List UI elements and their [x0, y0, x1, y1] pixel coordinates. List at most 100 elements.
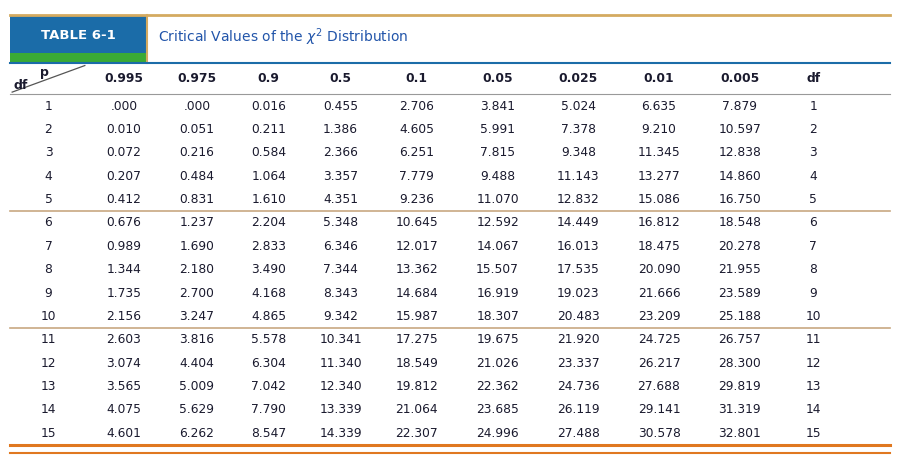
Text: p: p: [40, 66, 49, 79]
Text: 7.344: 7.344: [323, 263, 358, 276]
Text: 9: 9: [809, 287, 817, 300]
Text: 0.989: 0.989: [106, 240, 141, 253]
Text: 21.955: 21.955: [718, 263, 761, 276]
Text: 1.344: 1.344: [106, 263, 141, 276]
Text: 4.865: 4.865: [251, 310, 286, 323]
Text: df: df: [806, 72, 821, 85]
Text: 29.819: 29.819: [718, 380, 761, 393]
Text: 1: 1: [45, 100, 52, 112]
Text: 1.064: 1.064: [251, 170, 286, 183]
Text: 0.584: 0.584: [251, 146, 286, 160]
Text: 3: 3: [809, 146, 817, 160]
Text: 19.023: 19.023: [557, 287, 599, 300]
Text: 0.025: 0.025: [559, 72, 598, 85]
Text: 12: 12: [40, 357, 56, 370]
Text: 0.412: 0.412: [106, 193, 141, 206]
Text: 0.051: 0.051: [179, 123, 214, 136]
Text: 15.507: 15.507: [476, 263, 519, 276]
Text: 17.275: 17.275: [395, 333, 438, 346]
Text: 28.300: 28.300: [718, 357, 761, 370]
Text: 2.156: 2.156: [106, 310, 141, 323]
Text: 9.488: 9.488: [480, 170, 515, 183]
Text: 16.750: 16.750: [718, 193, 761, 206]
Text: 0.211: 0.211: [251, 123, 286, 136]
Text: 3.841: 3.841: [480, 100, 515, 112]
Text: 7: 7: [809, 240, 817, 253]
Text: 18.307: 18.307: [476, 310, 519, 323]
Text: 8: 8: [45, 263, 52, 276]
Text: 2.700: 2.700: [179, 287, 214, 300]
Text: 15.086: 15.086: [637, 193, 680, 206]
Text: 2.603: 2.603: [106, 333, 141, 346]
Text: 6: 6: [45, 216, 52, 230]
Text: 27.688: 27.688: [637, 380, 680, 393]
Text: 8: 8: [809, 263, 817, 276]
Text: 1.610: 1.610: [251, 193, 286, 206]
Text: 24.996: 24.996: [476, 427, 519, 440]
Text: 0.072: 0.072: [106, 146, 141, 160]
Text: 14: 14: [40, 403, 56, 416]
Text: 13.362: 13.362: [395, 263, 438, 276]
Text: 5.009: 5.009: [179, 380, 214, 393]
Text: 4.404: 4.404: [179, 357, 214, 370]
Text: 4.351: 4.351: [323, 193, 358, 206]
Text: 6.251: 6.251: [400, 146, 435, 160]
Text: 0.010: 0.010: [106, 123, 141, 136]
Text: 1.386: 1.386: [323, 123, 358, 136]
Text: 5.991: 5.991: [480, 123, 515, 136]
Text: 10.341: 10.341: [320, 333, 362, 346]
Text: 11.070: 11.070: [476, 193, 519, 206]
Text: 20.278: 20.278: [718, 240, 761, 253]
Text: 2.180: 2.180: [179, 263, 214, 276]
Text: 0.5: 0.5: [329, 72, 352, 85]
Text: 13.277: 13.277: [638, 170, 680, 183]
Text: .000: .000: [184, 100, 211, 112]
Text: 0.995: 0.995: [104, 72, 143, 85]
Text: 2.204: 2.204: [251, 216, 286, 230]
Text: 23.209: 23.209: [638, 310, 680, 323]
Text: 0.05: 0.05: [482, 72, 513, 85]
Text: Critical Values of the $\chi^2$ Distribution: Critical Values of the $\chi^2$ Distribu…: [158, 26, 408, 47]
Text: 14.860: 14.860: [718, 170, 761, 183]
Text: 11: 11: [806, 333, 821, 346]
Text: 5.348: 5.348: [323, 216, 358, 230]
Text: 22.362: 22.362: [476, 380, 519, 393]
Text: 10.597: 10.597: [718, 123, 761, 136]
Text: 3.357: 3.357: [323, 170, 358, 183]
Text: 7.378: 7.378: [561, 123, 596, 136]
Text: 22.307: 22.307: [395, 427, 438, 440]
Text: 24.736: 24.736: [557, 380, 599, 393]
Text: 32.801: 32.801: [718, 427, 761, 440]
Text: 23.589: 23.589: [718, 287, 761, 300]
Text: 0.676: 0.676: [106, 216, 141, 230]
Text: 18.475: 18.475: [637, 240, 680, 253]
Text: 21.064: 21.064: [395, 403, 438, 416]
Text: 7: 7: [45, 240, 52, 253]
Text: 16.812: 16.812: [638, 216, 680, 230]
Text: 21.920: 21.920: [557, 333, 599, 346]
Text: 2.706: 2.706: [400, 100, 434, 112]
Text: 2: 2: [809, 123, 817, 136]
Text: 5.629: 5.629: [179, 403, 214, 416]
Text: 23.337: 23.337: [557, 357, 599, 370]
Text: 11.340: 11.340: [320, 357, 362, 370]
Text: 12.832: 12.832: [557, 193, 599, 206]
Text: 0.975: 0.975: [177, 72, 217, 85]
Text: 3.247: 3.247: [179, 310, 214, 323]
Bar: [11, 53, 147, 63]
Text: 10: 10: [806, 310, 821, 323]
Text: 3: 3: [45, 146, 52, 160]
Text: 5.024: 5.024: [561, 100, 596, 112]
Text: 27.488: 27.488: [557, 427, 599, 440]
Text: 9.236: 9.236: [400, 193, 434, 206]
Text: 1.735: 1.735: [106, 287, 141, 300]
Text: 10.645: 10.645: [395, 216, 438, 230]
Text: 13: 13: [806, 380, 821, 393]
Text: 11.345: 11.345: [638, 146, 680, 160]
Text: 5: 5: [45, 193, 52, 206]
Text: 4: 4: [809, 170, 817, 183]
Text: 4.168: 4.168: [251, 287, 286, 300]
Text: 3.816: 3.816: [179, 333, 214, 346]
Text: 20.090: 20.090: [638, 263, 680, 276]
Text: 13: 13: [40, 380, 56, 393]
